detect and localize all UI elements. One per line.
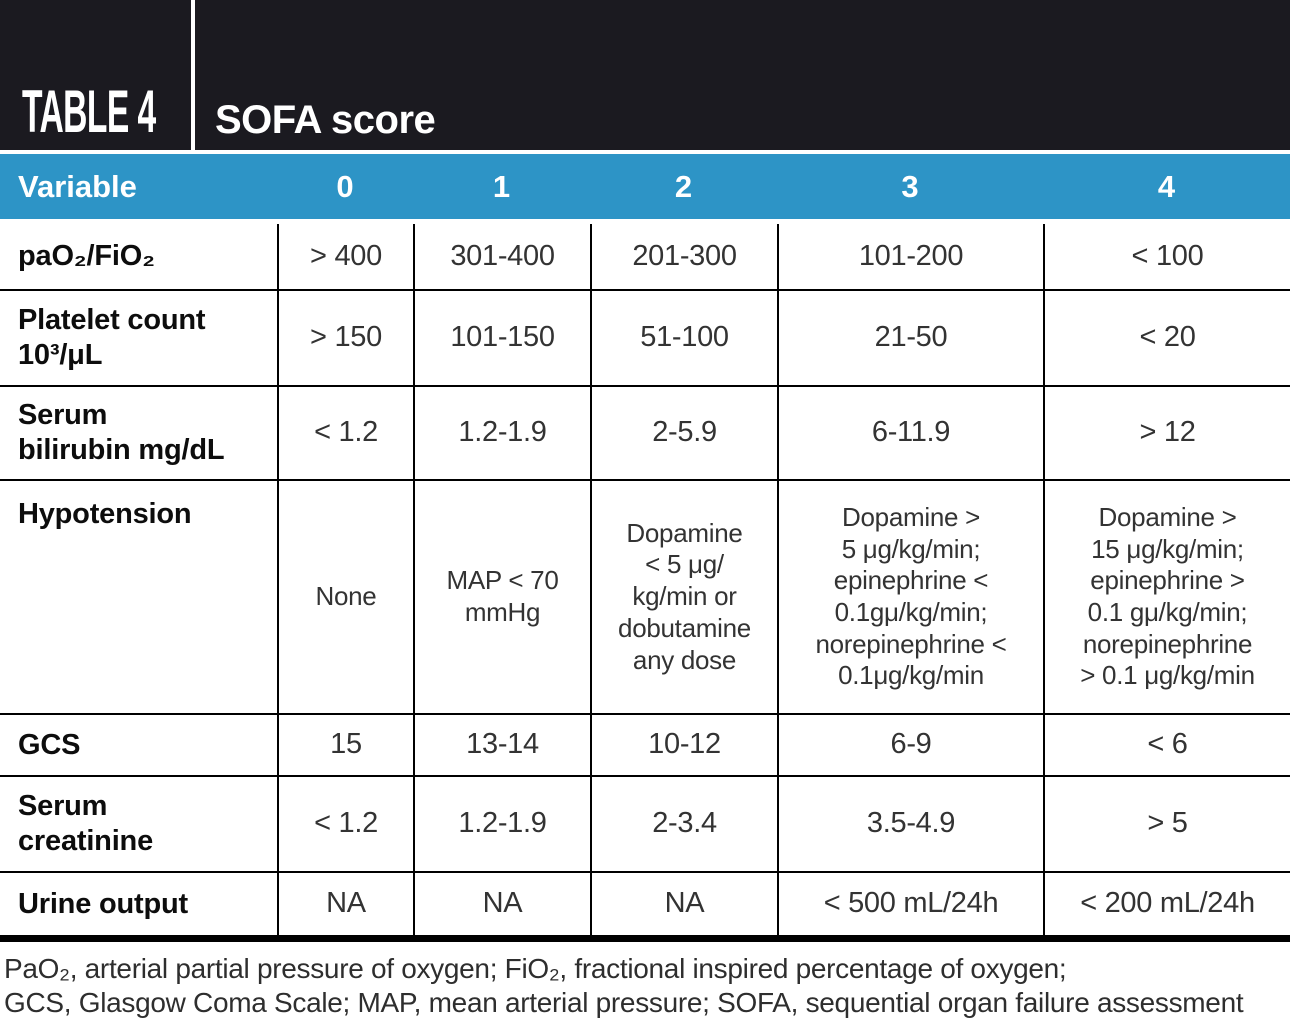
table-title: SOFA score bbox=[215, 98, 436, 142]
cell: 201-300 bbox=[590, 224, 777, 289]
cell: < 500 mL/24h bbox=[777, 873, 1043, 935]
cell: Dopamine > 15 μg/kg/min; epinephrine > 0… bbox=[1043, 481, 1290, 713]
table-row-platelet-count: Platelet count 10³/μL > 150 101-150 51-1… bbox=[0, 289, 1290, 385]
cell: > 400 bbox=[277, 224, 413, 289]
cell: 1.2-1.9 bbox=[413, 777, 590, 871]
table-body: paO₂/FiO₂ > 400 301-400 201-300 101-200 … bbox=[0, 224, 1290, 942]
cell: > 5 bbox=[1043, 777, 1290, 871]
cell: < 6 bbox=[1043, 715, 1290, 775]
masthead-title-box: SOFA score bbox=[195, 0, 1290, 150]
cell: Dopamine > 5 μg/kg/min; epinephrine < 0.… bbox=[777, 481, 1043, 713]
cell: < 1.2 bbox=[277, 777, 413, 871]
cell: > 12 bbox=[1043, 387, 1290, 479]
table-footnote: PaO₂, arterial partial pressure of oxyge… bbox=[0, 942, 1290, 1020]
cell: 101-150 bbox=[413, 291, 590, 385]
cell: 2-3.4 bbox=[590, 777, 777, 871]
masthead-divider bbox=[191, 0, 195, 150]
table-row-urine-output: Urine output NA NA NA < 500 mL/24h < 200… bbox=[0, 871, 1290, 935]
cell: 1.2-1.9 bbox=[413, 387, 590, 479]
masthead: TABLE 4 SOFA score bbox=[0, 0, 1290, 150]
cell: 15 bbox=[277, 715, 413, 775]
table-row-pao2-fio2: paO₂/FiO₂ > 400 301-400 201-300 101-200 … bbox=[0, 224, 1290, 289]
footnote-line-2: GCS, Glasgow Coma Scale; MAP, mean arter… bbox=[4, 987, 1244, 1018]
cell: > 150 bbox=[277, 291, 413, 385]
cell: Dopamine < 5 μg/ kg/min or dobutamine an… bbox=[590, 481, 777, 713]
cell: 21-50 bbox=[777, 291, 1043, 385]
cell: 51-100 bbox=[590, 291, 777, 385]
cell: None bbox=[277, 481, 413, 713]
table-number-label: TABLE 4 bbox=[22, 78, 156, 145]
table-row-serum-bilirubin: Serum bilirubin mg/dL < 1.2 1.2-1.9 2-5.… bbox=[0, 385, 1290, 479]
row-label: Serum creatinine bbox=[18, 790, 153, 857]
cell: < 100 bbox=[1043, 224, 1290, 289]
column-header-2: 2 bbox=[674, 168, 693, 204]
table-header-row: Variable 0 1 2 3 4 bbox=[0, 154, 1290, 219]
table-row-hypotension: Hypotension None MAP < 70 mmHg Dopamine … bbox=[0, 479, 1290, 713]
row-label: paO₂/FiO₂ bbox=[18, 240, 155, 273]
table-row-serum-creatinine: Serum creatinine < 1.2 1.2-1.9 2-3.4 3.5… bbox=[0, 775, 1290, 871]
column-header-3: 3 bbox=[901, 168, 919, 204]
cell: 13-14 bbox=[413, 715, 590, 775]
cell: NA bbox=[590, 873, 777, 935]
cell: 6-11.9 bbox=[777, 387, 1043, 479]
row-label: Serum bilirubin mg/dL bbox=[18, 399, 225, 466]
column-header-4: 4 bbox=[1157, 168, 1176, 204]
cell: NA bbox=[277, 873, 413, 935]
cell: 2-5.9 bbox=[590, 387, 777, 479]
table-row-gcs: GCS 15 13-14 10-12 6-9 < 6 bbox=[0, 713, 1290, 775]
cell: < 200 mL/24h bbox=[1043, 873, 1290, 935]
footnote-line-1: PaO₂, arterial partial pressure of oxyge… bbox=[4, 953, 1067, 984]
cell: 10-12 bbox=[590, 715, 777, 775]
cell: 101-200 bbox=[777, 224, 1043, 289]
column-header-1: 1 bbox=[492, 168, 511, 204]
masthead-label-box: TABLE 4 bbox=[0, 0, 191, 150]
cell: 301-400 bbox=[413, 224, 590, 289]
cell: < 1.2 bbox=[277, 387, 413, 479]
column-header-variable: Variable bbox=[18, 168, 137, 204]
cell: 3.5-4.9 bbox=[777, 777, 1043, 871]
column-header-0: 0 bbox=[336, 168, 354, 204]
cell: < 20 bbox=[1043, 291, 1290, 385]
cell: MAP < 70 mmHg bbox=[413, 481, 590, 713]
row-label: Urine output bbox=[18, 887, 188, 920]
row-label: GCS bbox=[18, 728, 81, 761]
cell: 6-9 bbox=[777, 715, 1043, 775]
row-label: Platelet count 10³/μL bbox=[18, 304, 206, 371]
row-label: Hypotension bbox=[18, 498, 192, 530]
cell: NA bbox=[413, 873, 590, 935]
